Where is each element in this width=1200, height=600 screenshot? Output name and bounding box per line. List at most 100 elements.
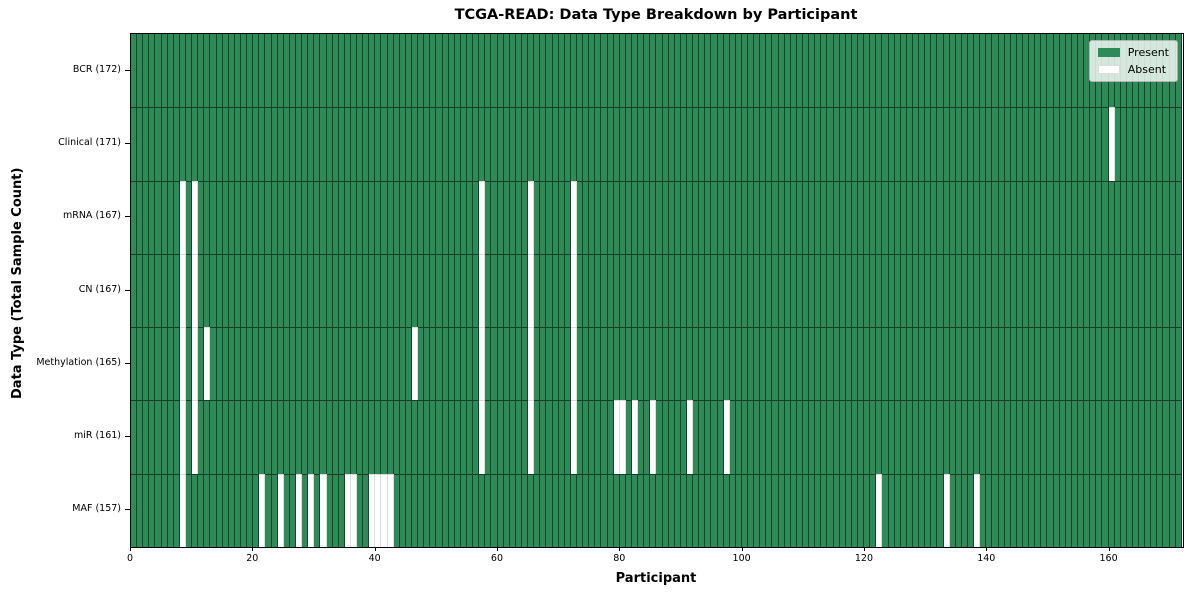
heatmap-cell [363,253,370,328]
heatmap-cell [240,473,248,547]
heatmap-cell [998,34,1005,108]
heatmap-cell [949,107,956,181]
heatmap-cell [809,473,816,547]
heatmap-cell [790,107,797,181]
heatmap-cell [387,253,394,328]
heatmap-cell [1145,473,1152,547]
x-tick-mark [619,547,621,551]
heatmap-cell [1096,473,1103,547]
heatmap-cell [919,34,926,108]
heatmap-cell [228,107,235,181]
heatmap-cell [436,253,443,328]
heatmap-cell [839,253,846,328]
heatmap-cell [259,327,266,401]
heatmap-cell [240,180,248,254]
heatmap-cell [705,107,712,181]
heatmap-cell [668,34,675,108]
heatmap-cell [228,180,235,254]
heatmap-cell [601,180,608,254]
heatmap-cell [265,400,272,474]
heatmap-cell [185,34,193,108]
heatmap-cell [485,400,492,474]
heatmap-cell [1065,107,1072,181]
heatmap-cell [363,34,370,108]
heatmap-cell [693,180,700,254]
heatmap-cell [143,327,150,401]
heatmap-cell [1004,107,1011,181]
heatmap-cell [644,473,651,547]
heatmap-cell [234,107,241,181]
heatmap-cell [424,107,431,181]
heatmap-cell [222,473,229,547]
heatmap-cell [216,253,223,328]
heatmap-cell [1035,34,1042,108]
heatmap-cell [723,180,730,254]
heatmap-cell [741,34,749,108]
heatmap-cell [204,400,211,474]
heatmap-cell [522,180,529,254]
heatmap-cell [631,473,639,547]
heatmap-cell [1059,34,1066,108]
heatmap-cell [851,34,859,108]
heatmap-cell [271,253,278,328]
heatmap-cell [766,107,773,181]
heatmap-cell [607,327,614,401]
heatmap-cell [161,473,168,547]
heatmap-cell [387,34,394,108]
heatmap-cell [748,180,755,254]
heatmap-cell [369,400,376,474]
heatmap-cell [540,253,547,328]
heatmap-cell [680,400,687,474]
heatmap-cell [393,34,400,108]
heatmap-cell [503,180,510,254]
heatmap-cell [705,400,712,474]
heatmap-cell [906,400,913,474]
heatmap-cell [656,400,663,474]
heatmap-cell [363,107,370,181]
heatmap-cell [198,34,205,108]
heatmap-cell [405,34,413,108]
heatmap-cell [497,180,504,254]
heatmap-cell [509,180,516,254]
heatmap-cell [1059,107,1066,181]
heatmap-cell [1175,107,1182,181]
heatmap-cell [833,107,840,181]
heatmap-cell [283,327,290,401]
heatmap-cell [399,34,406,108]
heatmap-cell [179,327,186,401]
heatmap-cell [161,400,168,474]
heatmap-cell [1077,34,1085,108]
heatmap-cell [137,327,144,401]
heatmap-cell [1096,327,1103,401]
heatmap-cell [558,473,565,547]
heatmap-cell [234,473,241,547]
heatmap-cell [350,473,358,547]
heatmap-cell [937,327,944,401]
heatmap-cell [888,400,895,474]
heatmap-cell [1053,34,1060,108]
heatmap-cell [137,253,144,328]
heatmap-cell [1114,327,1121,401]
heatmap-cell [815,253,822,328]
heatmap-cell [131,34,138,108]
heatmap-cell [564,107,571,181]
heatmap-cell [815,327,822,401]
heatmap-cell [173,253,180,328]
heatmap-cell [216,327,223,401]
heatmap-cell [570,253,577,328]
heatmap-cell [595,34,602,108]
heatmap-cell [302,107,309,181]
heatmap-cell [473,473,480,547]
y-tick-mark [125,289,130,291]
heatmap-cell [289,253,296,328]
heatmap-cell [253,253,260,328]
heatmap-cell [1175,327,1182,401]
heatmap-cell [1035,473,1042,547]
heatmap-cell [1157,473,1164,547]
heatmap-cell [925,107,932,181]
heatmap-cell [1132,107,1140,181]
heatmap-cell [424,327,431,401]
heatmap-cell [528,180,535,254]
heatmap-cell [357,180,364,254]
heatmap-cell [540,400,547,474]
